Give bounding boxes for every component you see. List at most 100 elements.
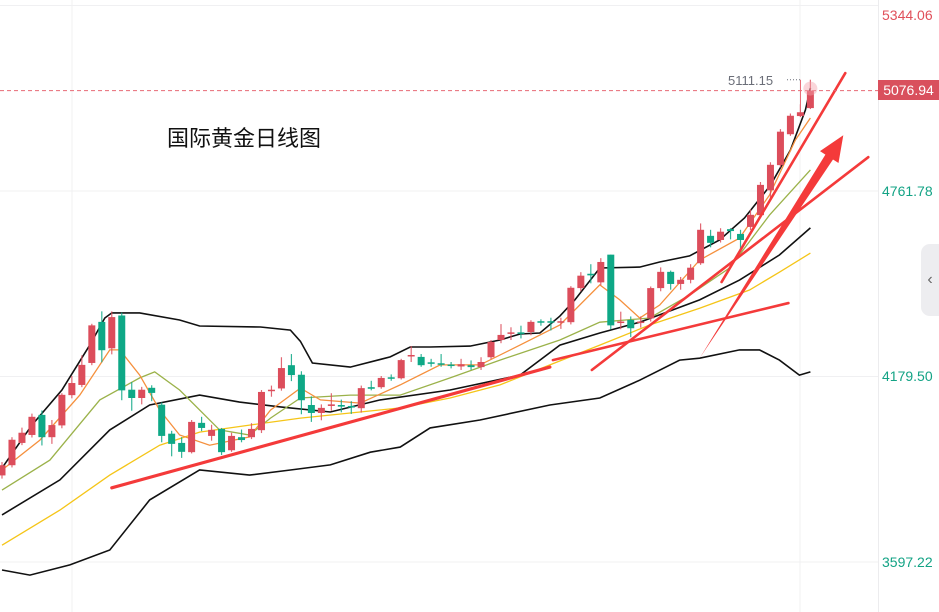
chevron-left-icon: ‹ — [927, 271, 933, 288]
candle-up — [527, 321, 535, 333]
candle-up — [747, 214, 754, 227]
candle-up — [267, 389, 275, 392]
candle-down — [218, 428, 226, 453]
candle-down — [337, 405, 345, 407]
boll-lower-line — [1, 349, 811, 576]
trendline — [551, 301, 790, 362]
candle-up — [717, 231, 725, 240]
candle-up — [497, 334, 505, 341]
candle-down — [297, 374, 305, 401]
candle-up — [657, 271, 665, 289]
candle-up — [257, 391, 265, 431]
candle-down — [168, 433, 176, 444]
candle-down — [178, 442, 186, 452]
candle-up — [457, 364, 465, 367]
candle-down — [727, 229, 735, 232]
ma-yellow-line — [1, 252, 811, 546]
candle-down — [387, 377, 395, 379]
candle-down — [307, 405, 315, 413]
trendline — [720, 71, 847, 284]
candle-down — [607, 254, 615, 326]
candle-up — [677, 279, 685, 284]
candle-down — [287, 365, 295, 376]
candle-up — [796, 112, 804, 117]
candle-down — [158, 404, 166, 436]
collapse-panel-button[interactable]: ‹ — [921, 244, 939, 316]
candle-up — [248, 428, 255, 438]
candle-up — [8, 439, 16, 466]
current-price-label: 5076.94 — [878, 80, 939, 100]
candle-down — [587, 273, 595, 276]
candle-down — [667, 271, 675, 284]
candle-down — [98, 321, 106, 351]
candle-up — [507, 332, 515, 334]
candle-up — [756, 184, 764, 216]
candle-down — [148, 387, 156, 393]
candle-down — [437, 363, 445, 365]
candle-up — [687, 267, 695, 280]
candle-up — [88, 325, 96, 363]
candle-up — [277, 368, 285, 389]
high-price-marker: 5111.15 — [728, 73, 774, 88]
y-tick-label: 3597.22 — [882, 554, 933, 570]
candle-up — [68, 383, 76, 396]
arrow-annotation — [699, 135, 844, 359]
candle-up — [327, 404, 335, 406]
candle-down — [737, 233, 745, 240]
candle-down — [707, 235, 715, 243]
y-tick-label: 5344.06 — [882, 7, 933, 23]
candle-up — [786, 115, 794, 135]
candle-up — [776, 131, 784, 166]
candle-up — [567, 287, 575, 323]
candles — [0, 79, 814, 479]
candle-down — [427, 362, 435, 364]
candle-down — [238, 437, 246, 441]
y-tick-label: 4179.50 — [882, 368, 933, 384]
last-price-glow — [803, 81, 818, 96]
candle-down — [417, 356, 425, 366]
candle-up — [138, 389, 146, 399]
price-markers — [0, 79, 878, 110]
candle-up — [806, 90, 814, 109]
candle-up — [577, 275, 585, 289]
candle-up — [487, 341, 495, 358]
boll-middle-line — [1, 227, 811, 516]
candle-down — [128, 389, 136, 399]
candle-up — [557, 321, 565, 323]
candle-up — [477, 362, 485, 368]
candle-up — [78, 364, 86, 385]
candle-up — [617, 321, 625, 324]
candle-down — [627, 319, 635, 329]
candle-down — [38, 414, 46, 438]
candle-down — [347, 405, 355, 408]
candle-up — [228, 435, 236, 451]
candle-down — [118, 315, 126, 391]
candle-up — [58, 394, 66, 426]
grid — [0, 0, 879, 612]
candle-up — [697, 229, 705, 264]
candle-up — [597, 261, 605, 283]
trend-annotations — [110, 71, 870, 490]
candle-up — [766, 164, 774, 191]
candle-down — [547, 321, 555, 323]
candle-up — [108, 317, 116, 349]
candle-up — [208, 429, 216, 436]
candle-up — [407, 354, 415, 357]
candle-up — [28, 416, 36, 435]
trendline — [110, 365, 552, 490]
boll-upper-line — [1, 87, 812, 469]
candle-down — [517, 332, 525, 334]
candle-up — [647, 288, 655, 319]
candle-down — [447, 364, 455, 367]
candle-down — [537, 321, 545, 323]
candle-up — [377, 377, 385, 388]
candle-down — [198, 422, 206, 428]
candle-up — [188, 421, 196, 453]
candle-up — [18, 432, 26, 443]
candle-down — [467, 365, 475, 368]
ma-olive-line — [1, 169, 811, 491]
y-tick-label: 4761.78 — [882, 183, 933, 199]
candle-up — [397, 360, 405, 379]
candle-down — [367, 387, 375, 389]
